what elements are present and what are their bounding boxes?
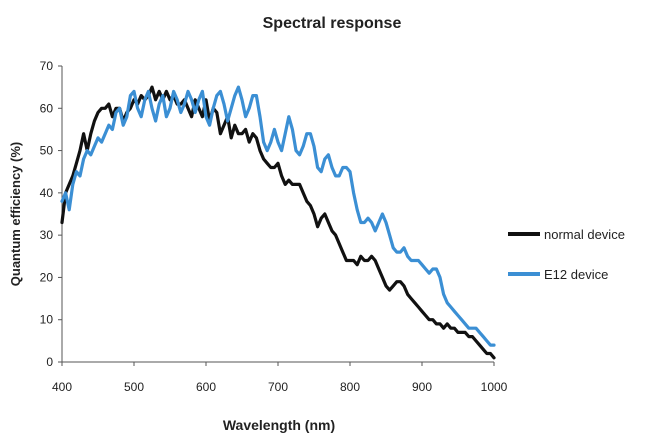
x-tick-label: 500 [124,380,144,394]
y-tick-label: 20 [40,270,54,284]
y-tick-label: 0 [46,355,53,369]
legend-label-e12-device: E12 device [544,267,608,282]
x-axis-label: Wavelength (nm) [223,417,335,433]
x-tick-label: 1000 [481,380,508,394]
x-tick-label: 800 [340,380,360,394]
y-tick-label: 70 [40,59,54,73]
x-tick-label: 900 [412,380,432,394]
plot-area: 0 10 20 30 40 50 60 70 400 500 600 700 800 900 1000 [40,59,508,394]
x-tick-label: 600 [196,380,216,394]
y-tick-label: 60 [40,101,54,115]
legend: normal device E12 device [508,227,625,282]
y-tick-label: 10 [40,313,54,327]
y-tick-label: 40 [40,186,54,200]
x-tick-label: 400 [52,380,72,394]
chart-title: Spectral response [263,15,402,32]
y-axis-label: Quantum efficiency (%) [8,142,23,286]
y-tick-label: 50 [40,144,54,158]
legend-label-normal-device: normal device [544,227,625,242]
x-tick-label: 700 [268,380,288,394]
series-line-e12-device [60,85,496,347]
series-line-normal-device [60,85,496,360]
y-tick-label: 30 [40,228,54,242]
